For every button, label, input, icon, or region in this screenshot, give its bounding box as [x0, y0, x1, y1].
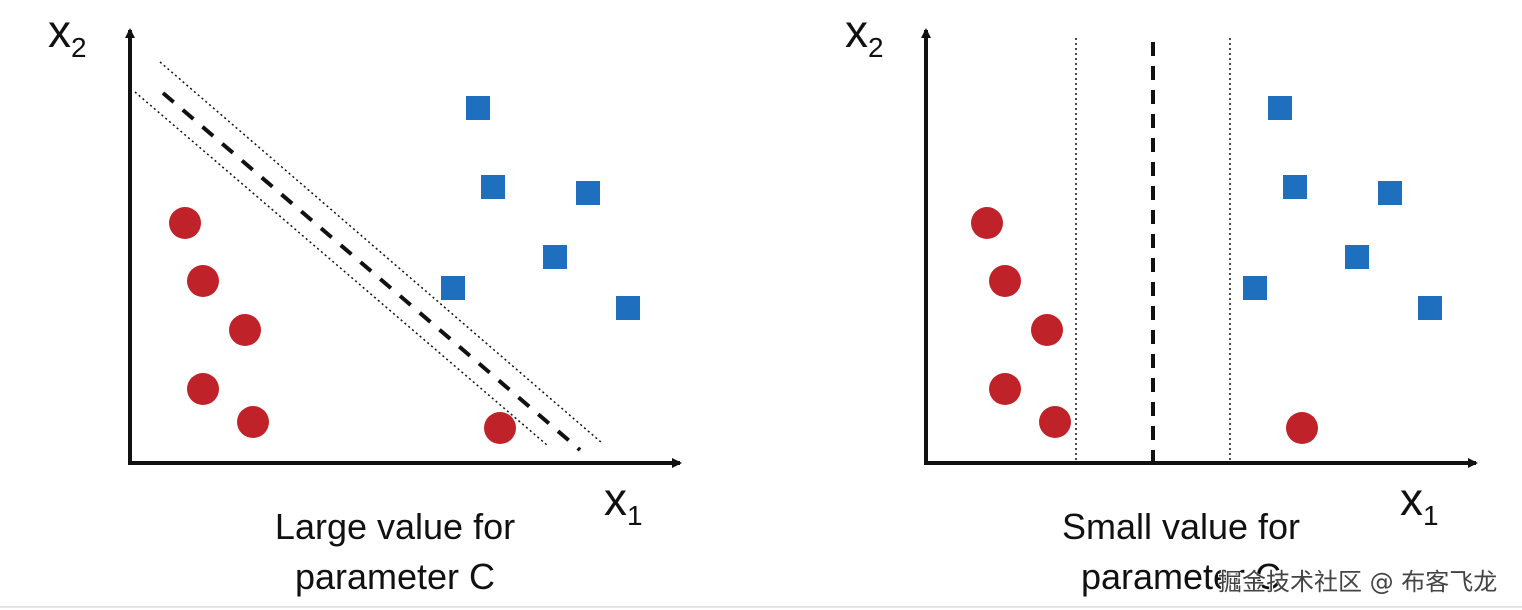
class-a-point [187, 373, 219, 405]
caption-small-c: Small value for parameter C [1061, 506, 1301, 597]
x-axis-label: x1 [604, 473, 643, 531]
watermark: 掘金技术社区 @ 布客飞龙 [1218, 568, 1498, 596]
class-b-point [441, 276, 465, 300]
class-b-point [481, 175, 505, 199]
class-b-point [1243, 276, 1267, 300]
panel-small-c [921, 28, 1478, 468]
decision-boundary [161, 91, 582, 452]
class-a-point [989, 265, 1021, 297]
class-a-point [1039, 406, 1071, 438]
class-a-point [484, 412, 516, 444]
class-a-point [971, 207, 1003, 239]
class-b-point [1345, 245, 1369, 269]
class-a-point [169, 207, 201, 239]
class-a-point [1286, 412, 1318, 444]
class-a-point [237, 406, 269, 438]
panel-large-c [125, 28, 682, 468]
caption-large-c: Large value for parameter C [274, 506, 516, 597]
class-a-point [229, 314, 261, 346]
class-b-point [1283, 175, 1307, 199]
class-b-point [616, 296, 640, 320]
class-b-point [576, 181, 600, 205]
class-b-point [1378, 181, 1402, 205]
margin-upper [159, 61, 603, 444]
y-axis-label: x2 [845, 5, 884, 63]
class-a-point [1031, 314, 1063, 346]
margin-lower [134, 91, 548, 446]
class-a-point [989, 373, 1021, 405]
divider [0, 606, 1522, 608]
x-axis-label: x1 [1400, 473, 1439, 531]
y-axis-label: x2 [48, 5, 87, 63]
class-b-point [466, 96, 490, 120]
class-b-point [1418, 296, 1442, 320]
class-a-point [187, 265, 219, 297]
class-b-point [543, 245, 567, 269]
class-b-point [1268, 96, 1292, 120]
